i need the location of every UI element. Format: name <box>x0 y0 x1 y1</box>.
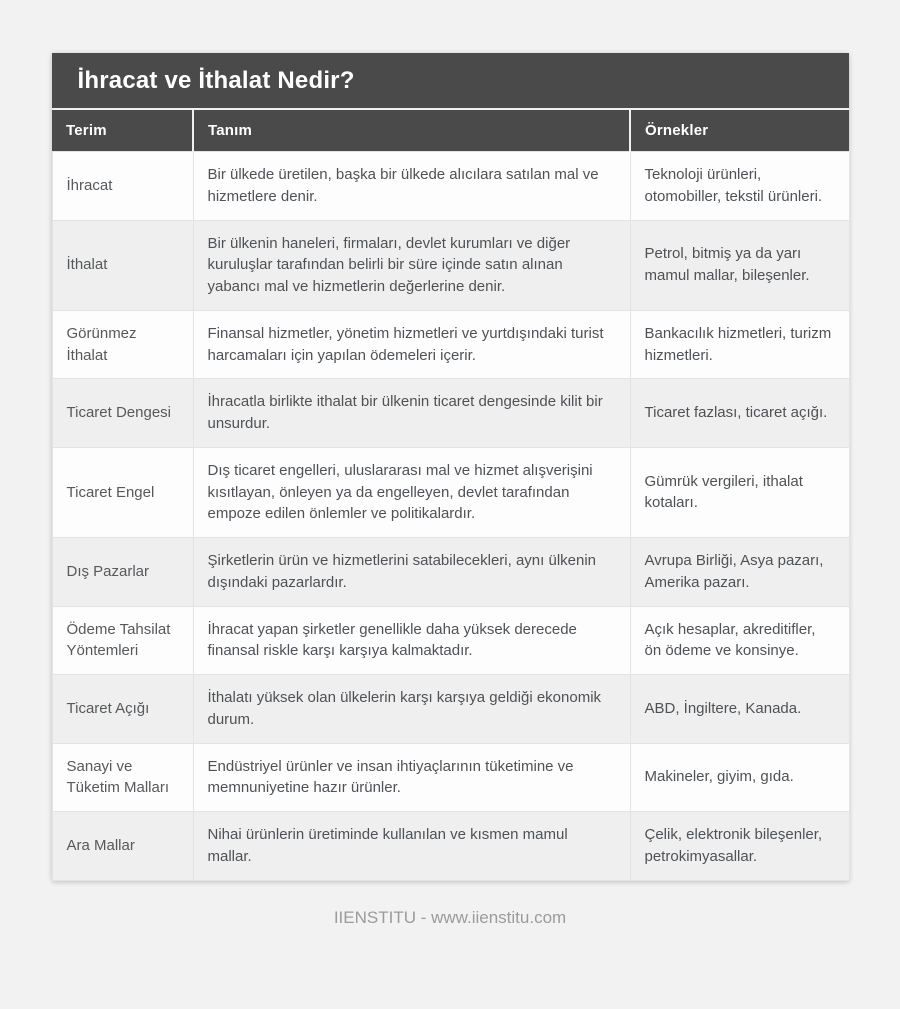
examples-cell: Makineler, giyim, gıda. <box>629 742 850 812</box>
definition-cell: Dış ticaret engelleri, uluslararası mal … <box>192 446 631 539</box>
term-cell: Ara Mallar <box>51 811 194 881</box>
table-row: Dış Pazarlar Şirketlerin ürün ve hizmetl… <box>51 537 850 607</box>
examples-cell: Avrupa Birliği, Asya pazarı, Amerika paz… <box>629 537 850 607</box>
footer-credit: IIENSTITU - www.iienstitu.com <box>333 907 567 927</box>
term-cell: Sanayi ve Tüketim Malları <box>51 742 194 812</box>
terms-table: Terim Tanım Örnekler İhracat Bir ülkede … <box>51 110 850 881</box>
term-cell: İthalat <box>51 219 194 311</box>
column-header-examples: Örnekler <box>629 110 849 152</box>
table-row: İhracat Bir ülkede üretilen, başka bir ü… <box>51 151 850 221</box>
table-row: Ticaret Engel Dış ticaret engelleri, ulu… <box>51 446 850 539</box>
examples-cell: Bankacılık hizmetleri, turizm hizmetleri… <box>629 309 850 380</box>
table-row: Ödeme Tahsilat Yöntemleri İhracat yapan … <box>51 605 850 675</box>
examples-cell: ABD, İngiltere, Kanada. <box>629 674 850 744</box>
definition-cell: İhracat yapan şirketler genellikle daha … <box>192 605 631 675</box>
definition-cell: Finansal hizmetler, yönetim hizmetleri v… <box>192 309 631 380</box>
examples-cell: Gümrük vergileri, ithalat kotaları. <box>629 446 850 539</box>
table-row: Sanayi ve Tüketim Malları Endüstriyel ür… <box>51 742 850 812</box>
examples-cell: Çelik, elektronik bileşenler, petrokimya… <box>629 811 850 881</box>
examples-cell: Açık hesaplar, akreditifler, ön ödeme ve… <box>629 605 850 675</box>
table-row: Ara Mallar Nihai ürünlerin üretiminde ku… <box>51 811 850 881</box>
table-row: Ticaret Açığı İthalatı yüksek olan ülkel… <box>51 674 850 744</box>
term-cell: Dış Pazarlar <box>51 537 194 607</box>
table-row: Görünmez İthalat Finansal hizmetler, yön… <box>51 309 850 380</box>
column-header-definition: Tanım <box>192 110 630 152</box>
definition-cell: Bir ülkenin haneleri, firmaları, devlet … <box>192 219 631 311</box>
term-cell: Ticaret Dengesi <box>51 378 194 448</box>
term-cell: Görünmez İthalat <box>51 309 194 380</box>
definition-cell: Bir ülkede üretilen, başka bir ülkede al… <box>192 151 631 221</box>
examples-cell: Teknoloji ürünleri, otomobiller, tekstil… <box>629 151 850 221</box>
examples-cell: Petrol, bitmiş ya da yarı mamul mallar, … <box>629 219 850 311</box>
definition-cell: İthalatı yüksek olan ülkelerin karşı kar… <box>192 674 631 744</box>
term-cell: Ödeme Tahsilat Yöntemleri <box>51 605 194 675</box>
term-cell: Ticaret Engel <box>51 446 194 539</box>
table-row: Ticaret Dengesi İhracatla birlikte ithal… <box>51 378 850 448</box>
table-header: Terim Tanım Örnekler <box>52 110 849 152</box>
terms-table-card: İhracat ve İthalat Nedir? Terim Tanım Ör… <box>51 53 850 881</box>
examples-cell: Ticaret fazlası, ticaret açığı. <box>629 378 850 448</box>
definition-cell: Nihai ürünlerin üretiminde kullanılan ve… <box>192 811 631 881</box>
definition-cell: Şirketlerin ürün ve hizmetlerini satabil… <box>192 537 631 607</box>
term-cell: Ticaret Açığı <box>51 674 194 744</box>
definition-cell: İhracatla birlikte ithalat bir ülkenin t… <box>192 378 631 448</box>
term-cell: İhracat <box>51 151 194 221</box>
page-title: İhracat ve İthalat Nedir? <box>51 53 849 110</box>
definition-cell: Endüstriyel ürünler ve insan ihtiyaçları… <box>192 742 631 812</box>
column-header-term: Terim <box>52 110 193 152</box>
table-row: İthalat Bir ülkenin haneleri, firmaları,… <box>51 219 850 311</box>
table-body: İhracat Bir ülkede üretilen, başka bir ü… <box>51 151 850 881</box>
